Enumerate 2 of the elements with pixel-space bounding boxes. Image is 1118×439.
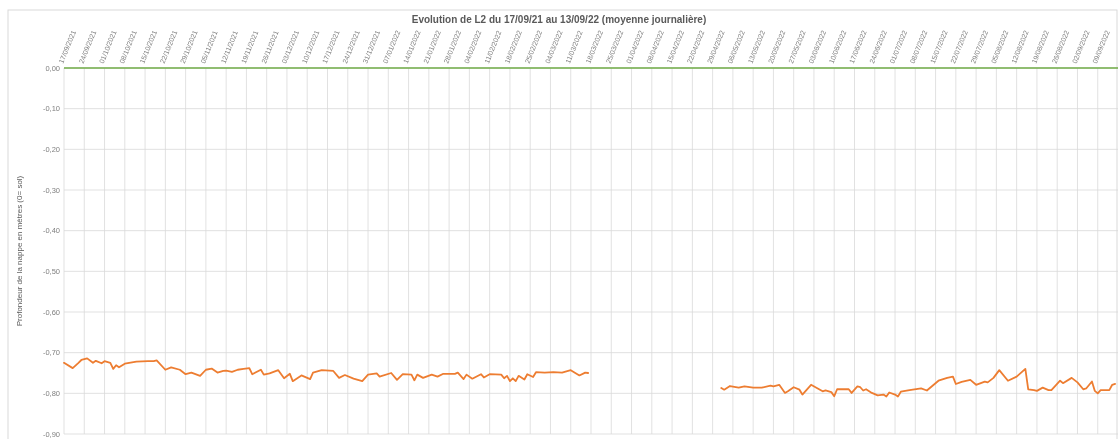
chart-title: Evolution de L2 du 17/09/21 au 13/09/22 (moyenne journalière) [411,14,707,25]
y-axis-title: Profondeur de la nappe en mètres (0= sol) [15,175,24,327]
